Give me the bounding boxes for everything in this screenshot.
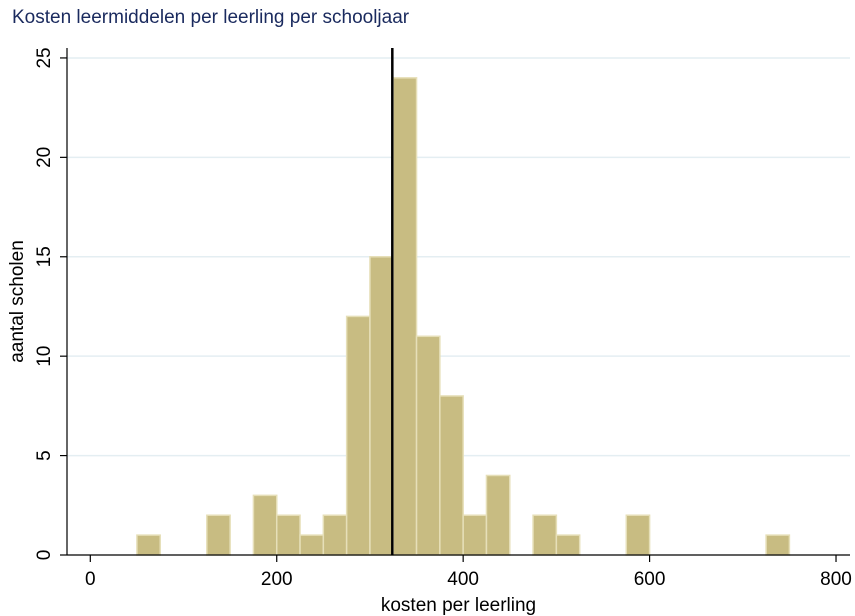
x-axis-title: kosten per leerling: [381, 595, 536, 616]
histogram-bar: [462, 514, 488, 556]
histogram-bar: [345, 315, 371, 556]
axes: [66, 48, 850, 556]
x-tick-label: 0: [85, 569, 96, 590]
histogram-bar: [625, 514, 651, 556]
x-axis-ticks: 0 200 400 600 800: [85, 555, 852, 590]
histogram-bar: [392, 77, 418, 556]
y-tick-label: 10: [34, 346, 55, 367]
x-tick-label: 600: [634, 569, 666, 590]
y-tick-label: 20: [34, 147, 55, 168]
histogram-bar: [322, 514, 348, 556]
y-tick-label: 15: [34, 246, 55, 267]
y-tick-label: 0: [34, 550, 55, 561]
chart-title: Kosten leermiddelen per leerling per sch…: [12, 7, 410, 28]
histogram-bar: [765, 534, 791, 556]
y-tick-label: 5: [34, 450, 55, 461]
histogram-bars: [136, 77, 791, 556]
x-tick-label: 200: [261, 569, 293, 590]
histogram-bar: [415, 335, 441, 556]
y-tick-label: 25: [34, 47, 55, 68]
y-axis-ticks: 0 5 10 15 20 25: [34, 47, 67, 560]
histogram-bar: [369, 256, 395, 556]
histogram-bar: [206, 514, 231, 556]
histogram-bar: [532, 514, 558, 556]
x-tick-label: 800: [820, 569, 852, 590]
histogram-bar: [555, 534, 581, 556]
histogram-bar: [275, 514, 301, 556]
histogram-bar: [136, 534, 161, 556]
histogram-bar: [485, 474, 511, 556]
y-axis-title: aantal scholen: [7, 240, 28, 363]
histogram-bar: [299, 534, 325, 556]
histogram-bar: [439, 395, 464, 556]
x-tick-label: 400: [447, 569, 479, 590]
histogram-bar: [252, 494, 278, 556]
